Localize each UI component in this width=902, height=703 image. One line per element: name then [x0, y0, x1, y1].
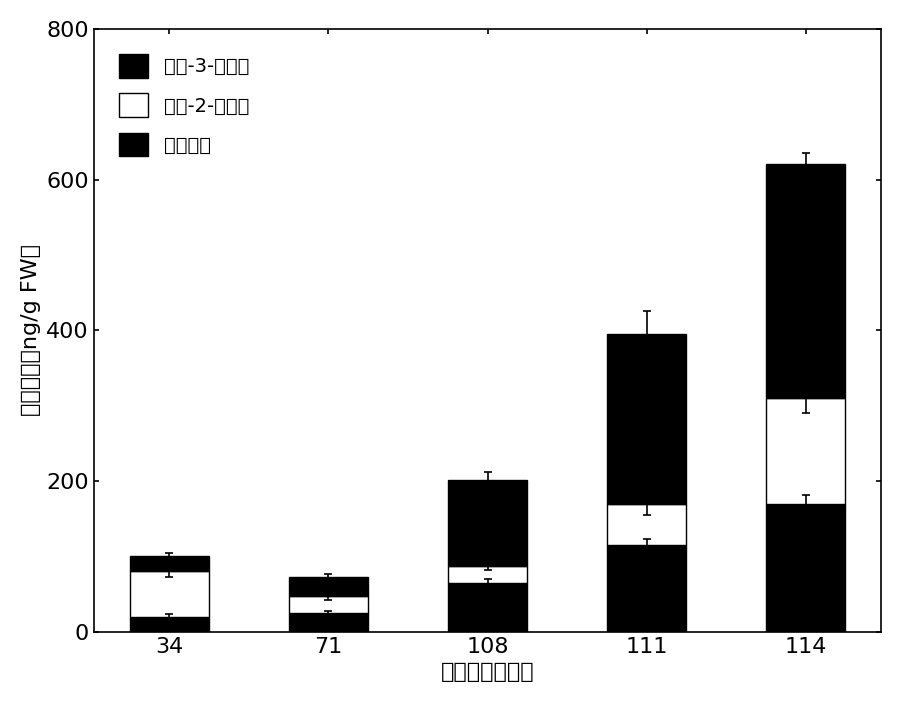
Bar — [447, 583, 528, 632]
Bar — [447, 566, 528, 583]
Bar — [766, 165, 845, 398]
Bar — [289, 596, 368, 613]
Legend: 乙酸-3-己烯酣, 乙酸-2-己烯酣, 乙酸己酣: 乙酸-3-己烯酣, 乙酸-2-己烯酣, 乙酸己酣 — [104, 39, 265, 172]
Y-axis label: 酵类含量（ng/g FW）: 酵类含量（ng/g FW） — [21, 244, 41, 416]
X-axis label: 花后天数（天）: 花后天数（天） — [441, 662, 534, 682]
Bar — [130, 572, 209, 617]
Bar — [607, 334, 686, 503]
Bar — [447, 479, 528, 566]
Bar — [607, 503, 686, 545]
Bar — [130, 617, 209, 632]
Bar — [766, 503, 845, 632]
Bar — [289, 613, 368, 632]
Bar — [130, 556, 209, 572]
Bar — [766, 398, 845, 503]
Bar — [289, 577, 368, 596]
Bar — [607, 545, 686, 632]
